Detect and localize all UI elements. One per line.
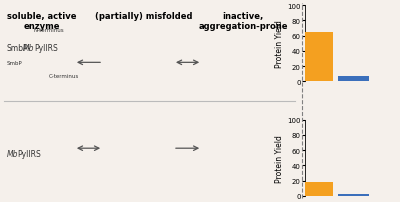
Text: (partially) misfolded: (partially) misfolded xyxy=(95,12,193,21)
Text: soluble, active
enzyme: soluble, active enzyme xyxy=(7,12,77,31)
Y-axis label: Protein Yield: Protein Yield xyxy=(276,134,284,182)
Text: N-terminus: N-terminus xyxy=(33,28,64,33)
Bar xyxy=(303,182,333,196)
Text: Mb: Mb xyxy=(7,150,18,159)
Text: inactive,
aggregation-prone: inactive, aggregation-prone xyxy=(198,12,288,31)
Text: PylIRS: PylIRS xyxy=(18,150,42,159)
Bar xyxy=(338,77,369,82)
Text: PylIRS: PylIRS xyxy=(34,43,58,52)
Text: Mb: Mb xyxy=(23,43,34,52)
Y-axis label: Protein Yield: Protein Yield xyxy=(276,20,284,68)
Text: SmbP-: SmbP- xyxy=(7,43,31,52)
Text: SmbP: SmbP xyxy=(7,61,23,65)
Bar xyxy=(338,194,369,196)
Text: C-terminus: C-terminus xyxy=(49,74,80,79)
Bar xyxy=(303,33,333,82)
